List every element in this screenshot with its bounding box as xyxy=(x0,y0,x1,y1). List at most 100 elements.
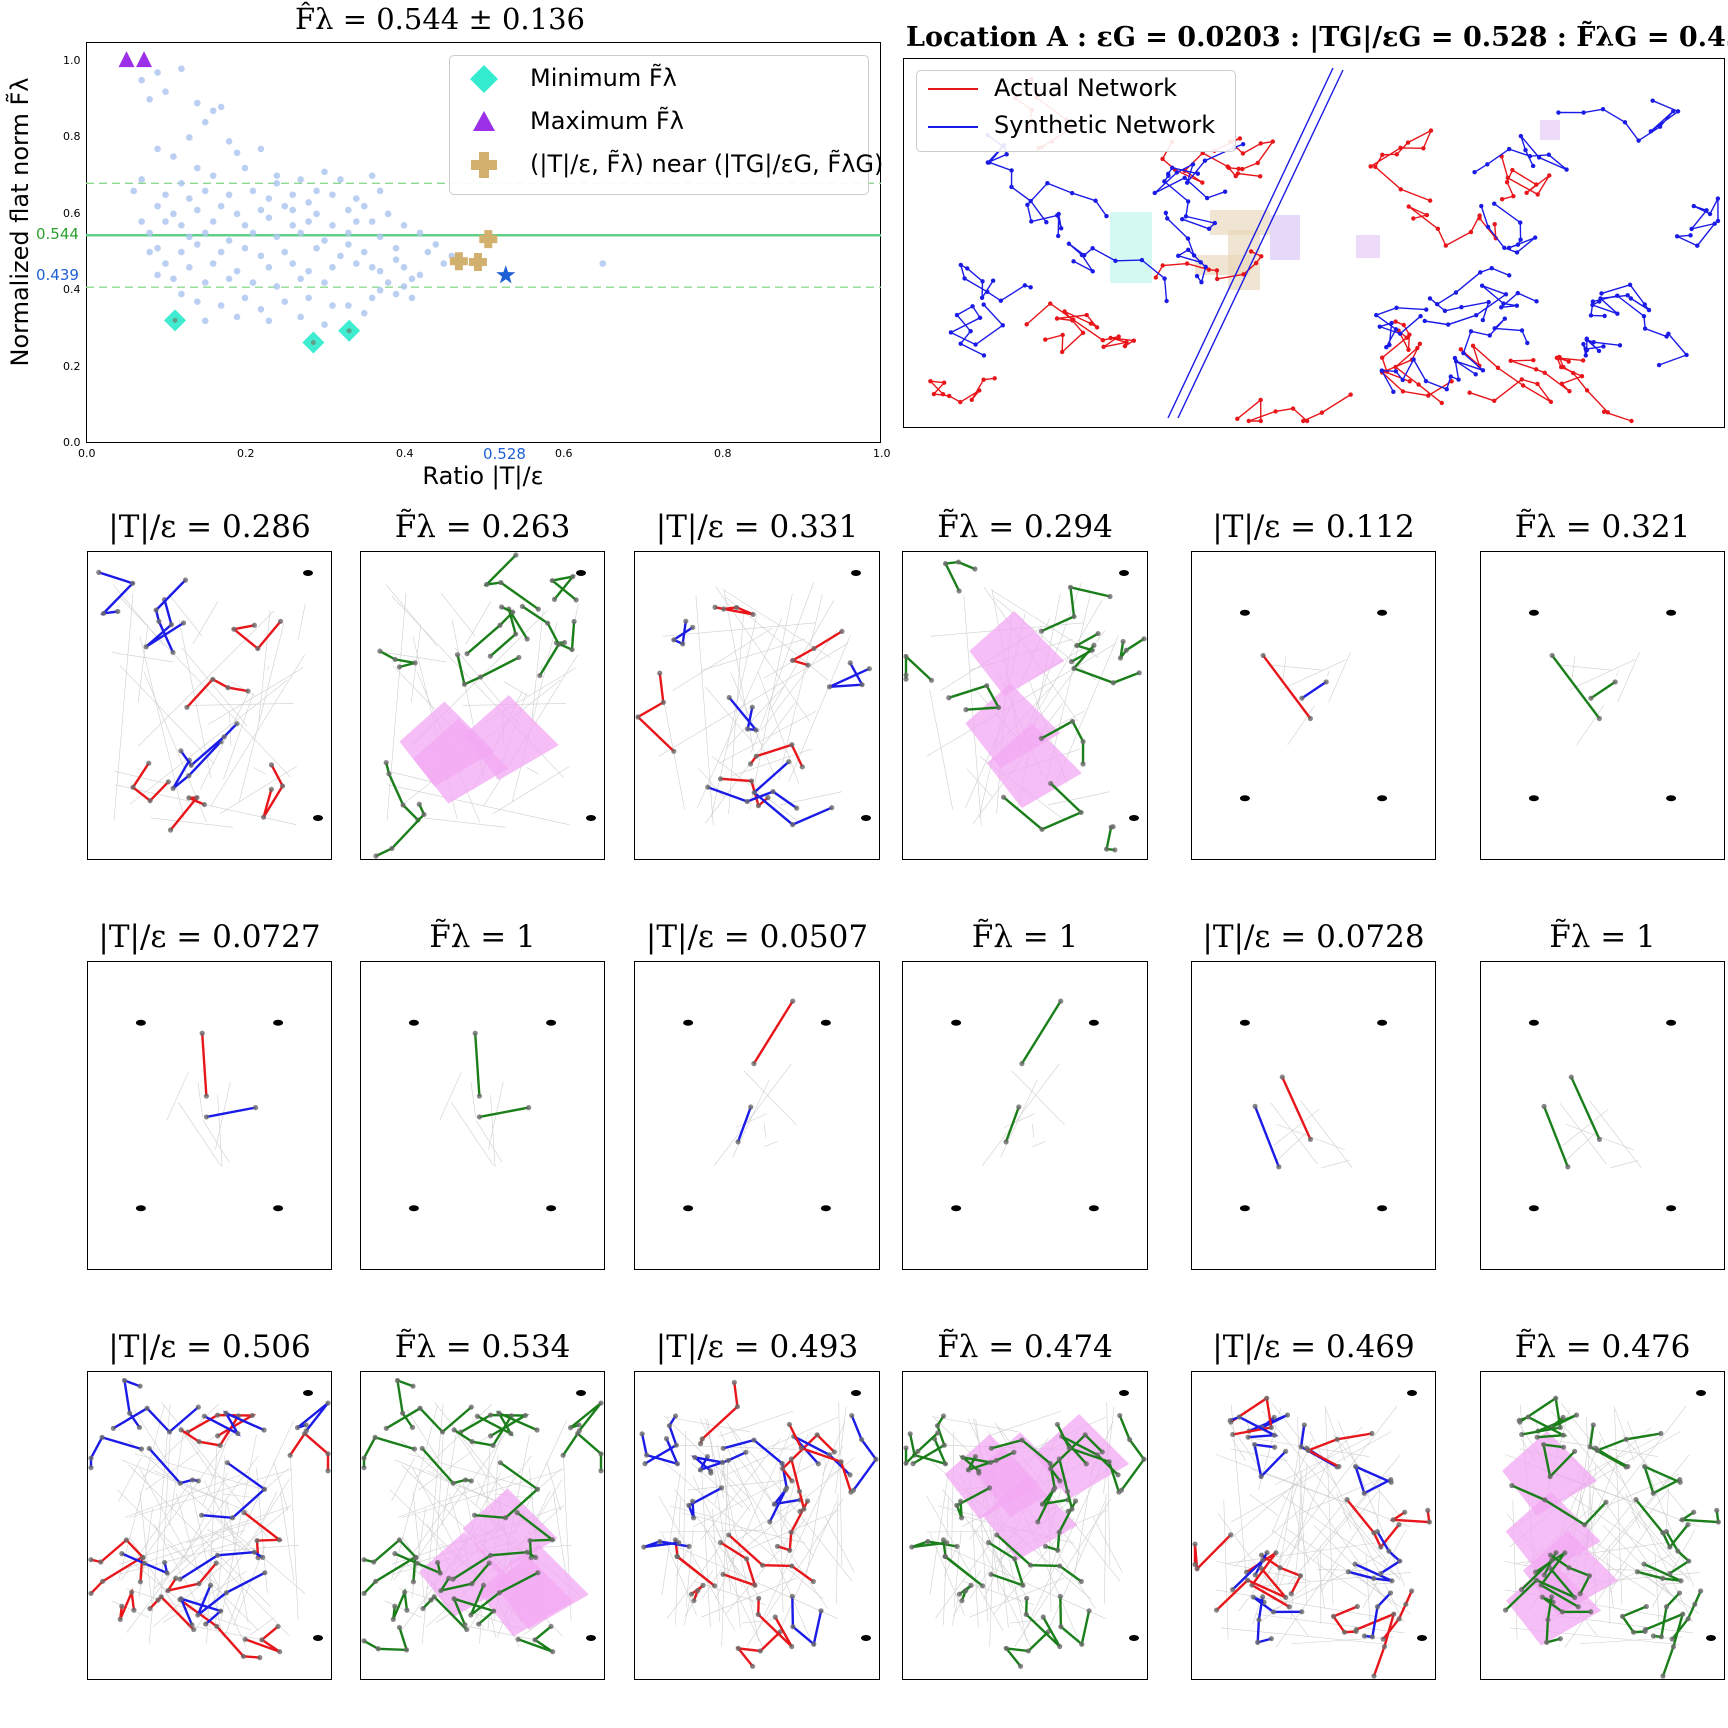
panel-node xyxy=(1020,1582,1026,1588)
panel-node xyxy=(180,620,187,626)
panel-node xyxy=(480,1582,487,1588)
panel-node xyxy=(573,597,579,603)
triangulation-edge xyxy=(153,1467,290,1590)
panel-node xyxy=(1288,1591,1294,1597)
scatter-point xyxy=(201,118,209,126)
scatter-point xyxy=(154,145,161,153)
reference-star xyxy=(496,265,516,284)
network-node xyxy=(1391,389,1396,395)
synthetic-trunk-line xyxy=(1177,69,1344,419)
panel-node xyxy=(690,1515,697,1521)
network-node xyxy=(1185,236,1191,241)
mean-value-label: 0.544 xyxy=(36,225,79,243)
panel-node xyxy=(1534,1577,1540,1583)
flat-segment xyxy=(1003,1630,1050,1668)
panel-node xyxy=(402,1589,408,1595)
panel-node xyxy=(672,1537,679,1543)
triangulation-edge xyxy=(658,643,849,757)
panel-node xyxy=(1572,1594,1578,1601)
triangulation-edge xyxy=(134,1453,264,1490)
network-segment xyxy=(179,722,238,768)
network-node xyxy=(1194,273,1200,279)
network-node xyxy=(1258,174,1263,179)
network-node xyxy=(958,399,963,405)
network-node xyxy=(1084,312,1089,318)
network-node xyxy=(1124,340,1129,345)
network-node xyxy=(1225,164,1230,169)
panel-node xyxy=(811,1641,817,1647)
network-node xyxy=(1407,332,1412,337)
triangulation-edge xyxy=(113,593,134,821)
network-node xyxy=(1206,226,1212,232)
triangulation-edge xyxy=(219,766,297,815)
triangulation-edge xyxy=(1342,1511,1401,1582)
anchor-mark xyxy=(1239,609,1250,616)
panel-node xyxy=(1557,1424,1563,1431)
panel-node xyxy=(689,1498,696,1504)
triangulation-edge xyxy=(969,1577,1065,1618)
panel-node xyxy=(1566,1565,1572,1571)
triangulation-edge xyxy=(1551,1410,1676,1561)
scatter-point xyxy=(209,260,217,267)
network-node xyxy=(992,376,997,381)
panel-node xyxy=(1389,1578,1395,1584)
panel-node xyxy=(1541,1572,1547,1578)
network-node xyxy=(1258,418,1263,424)
scatter-point xyxy=(353,260,360,267)
triangulation-edge xyxy=(111,652,174,663)
triangulation-edge xyxy=(223,1580,246,1638)
anchor-mark xyxy=(820,1205,831,1212)
network-node xyxy=(1492,221,1497,227)
network-node xyxy=(1090,269,1095,274)
panel-node xyxy=(721,606,727,612)
network-segment xyxy=(89,1435,142,1468)
triangulation-edge xyxy=(118,1457,142,1502)
panel-title: F̃λ = 0.294 xyxy=(937,509,1113,545)
panel-node xyxy=(361,1590,367,1597)
map-patch xyxy=(1356,235,1380,258)
network-node xyxy=(1495,365,1501,371)
panel-node xyxy=(491,1608,497,1614)
panel-node xyxy=(1371,1575,1377,1581)
network-node xyxy=(1534,182,1539,187)
scatter-point xyxy=(289,206,296,214)
panel-node xyxy=(1619,1613,1626,1619)
panel-node xyxy=(214,1552,221,1558)
panel-node xyxy=(697,1467,704,1473)
network-node xyxy=(1379,355,1385,360)
network-panel xyxy=(634,961,880,1270)
scatter-point xyxy=(170,210,177,218)
flat-norm-patch xyxy=(965,683,1061,769)
panel-node xyxy=(1271,1414,1277,1420)
network-segment xyxy=(756,1598,793,1648)
panel-node xyxy=(137,1579,144,1585)
panel-node xyxy=(1065,1508,1071,1514)
network-line xyxy=(1460,343,1552,403)
panel-node xyxy=(167,827,174,833)
y-tick-label: 0.8 xyxy=(63,130,81,144)
panel-node xyxy=(672,1413,679,1419)
panel-node xyxy=(131,1607,137,1613)
network-node xyxy=(1479,203,1484,209)
network-line xyxy=(1480,203,1536,254)
triangulation-edge xyxy=(1336,1493,1352,1530)
triangulation-edge xyxy=(1234,1506,1304,1567)
triangulation-edge xyxy=(407,1453,537,1490)
panel-node xyxy=(1715,1519,1721,1525)
scatter-point xyxy=(273,233,281,241)
network-node xyxy=(1246,418,1251,424)
network-node xyxy=(1472,169,1477,175)
panel-node xyxy=(476,1114,483,1120)
panel-svg xyxy=(1502,1390,1721,1679)
network-node xyxy=(1505,175,1511,181)
network-node xyxy=(1404,335,1409,340)
panel-node xyxy=(1670,1644,1677,1650)
panel-node xyxy=(469,1581,475,1587)
panel-node xyxy=(146,760,152,766)
panel-node xyxy=(1361,1633,1368,1639)
panel-node xyxy=(88,1465,94,1471)
panel-node xyxy=(829,805,835,811)
triangulation-edge xyxy=(1321,1159,1350,1169)
panel-node xyxy=(130,580,136,586)
panel-node xyxy=(1091,642,1097,648)
